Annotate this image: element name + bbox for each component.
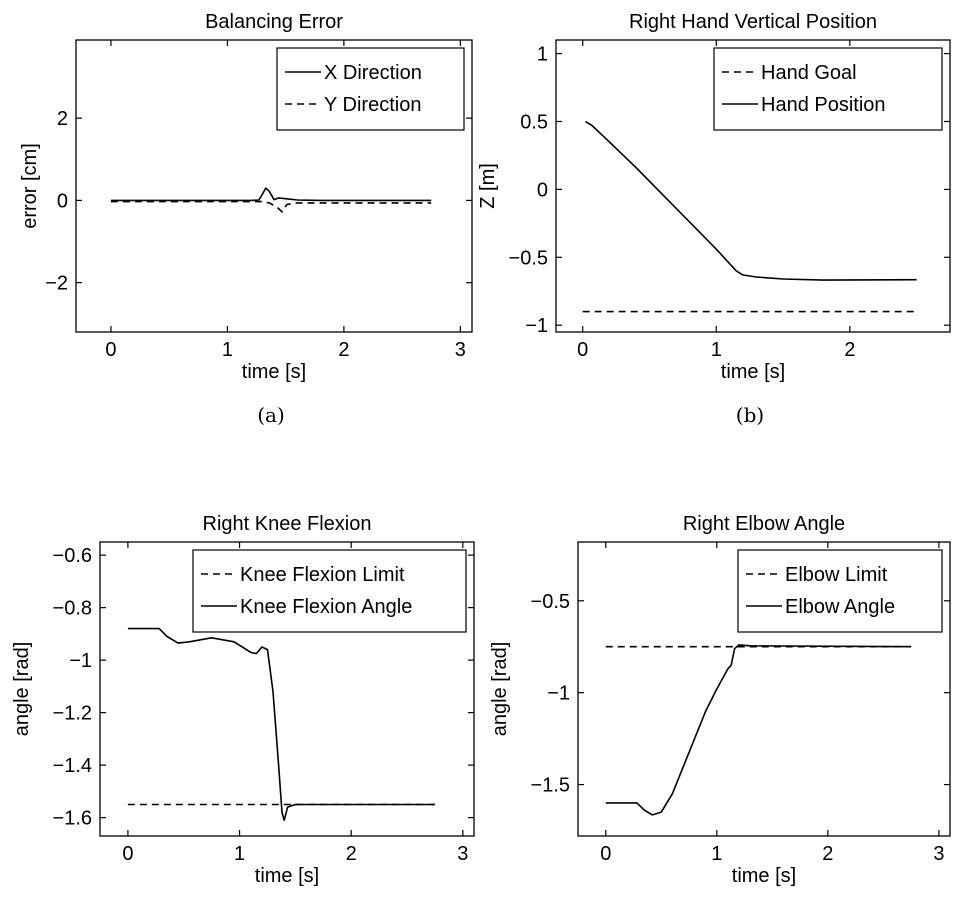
series-line-solid <box>110 187 432 202</box>
legend-label: Hand Goal <box>761 62 857 84</box>
legend: Knee Flexion Limit Knee Flexion Angle <box>192 549 467 633</box>
y-tick-label: −1.6 <box>53 808 92 830</box>
y-tick-label: 1 <box>537 44 548 66</box>
x-tick-label: 2 <box>844 339 855 361</box>
x-tick-label: 0 <box>122 843 133 865</box>
x-tick-label: 1 <box>711 843 722 865</box>
legend: Elbow Limit Elbow Angle <box>737 549 943 633</box>
legend-label: Elbow Angle <box>785 596 895 618</box>
series-line-solid <box>605 644 912 816</box>
x-tick-label: 1 <box>222 339 233 361</box>
x-tick-label: 1 <box>234 843 245 865</box>
y-tick-label: −1 <box>547 683 570 705</box>
y-tick-label: −1 <box>525 315 548 337</box>
y-tick-label: −0.5 <box>509 247 548 269</box>
y-axis-label: angle [rad] <box>489 642 511 737</box>
y-tick-label: −1 <box>69 650 92 672</box>
x-tick-label: 3 <box>455 339 466 361</box>
legend-label: Y Direction <box>324 94 421 116</box>
x-tick-label: 2 <box>346 843 357 865</box>
legend-box <box>192 549 467 633</box>
x-tick-label: 0 <box>600 843 611 865</box>
x-axis-label: time [s] <box>732 865 796 887</box>
legend-box <box>713 47 943 131</box>
y-tick-label: −1.2 <box>53 703 92 725</box>
panel-caption: (b) <box>736 403 764 427</box>
x-tick-label: 3 <box>457 843 468 865</box>
series-line-solid <box>584 120 917 281</box>
chart-title: Right Elbow Angle <box>683 513 845 535</box>
y-tick-label: −1.5 <box>531 775 570 797</box>
legend-label: Knee Flexion Angle <box>240 596 412 618</box>
x-tick-label: 2 <box>338 339 349 361</box>
legend-label: Hand Position <box>761 94 886 116</box>
y-tick-label: 0 <box>57 190 68 212</box>
y-axis-label: Z [m] <box>477 163 499 209</box>
x-axis-label: time [s] <box>721 361 785 383</box>
legend-box <box>276 47 465 131</box>
series-line-dashed <box>110 200 432 213</box>
chart-title: Right Knee Flexion <box>203 513 372 535</box>
y-tick-label: 0.5 <box>520 111 548 133</box>
y-tick-label: −1.4 <box>53 755 92 777</box>
legend-box <box>737 549 943 633</box>
x-axis-label: time [s] <box>255 865 319 887</box>
y-tick-label: −0.5 <box>531 591 570 613</box>
series-line-solid <box>127 627 435 822</box>
chart-title: Balancing Error <box>205 11 343 33</box>
chart-title: Right Hand Vertical Position <box>629 11 877 33</box>
y-tick-label: −0.6 <box>53 545 92 567</box>
y-tick-label: 0 <box>537 179 548 201</box>
y-tick-label: 2 <box>57 108 68 130</box>
x-axis-label: time [s] <box>242 361 306 383</box>
legend: X Direction Y Direction <box>276 47 465 131</box>
x-tick-label: 0 <box>577 339 588 361</box>
x-tick-label: 2 <box>822 843 833 865</box>
legend-label: X Direction <box>324 62 422 84</box>
y-tick-label: −2 <box>45 273 68 295</box>
y-axis-label: angle [rad] <box>11 642 33 737</box>
chart-panel-1: Right Hand Vertical Position 0 1 2 −1 −0.5 0 0.… <box>477 11 951 427</box>
chart-panel-3: Right Elbow Angle 0 1 2 3 −1.5 −1 −0.5 time [s] a… <box>489 513 951 887</box>
legend: Hand Goal Hand Position <box>713 47 943 131</box>
x-tick-label: 1 <box>711 339 722 361</box>
y-tick-label: −0.8 <box>53 598 92 620</box>
x-tick-label: 0 <box>105 339 116 361</box>
legend-label: Elbow Limit <box>785 564 888 586</box>
y-axis-label: error [cm] <box>19 143 41 229</box>
chart-panel-2: Right Knee Flexion 0 1 2 3 −1.6 −1.4 −1.2 −1 −0.8… <box>11 513 475 887</box>
x-tick-label: 3 <box>933 843 944 865</box>
legend-label: Knee Flexion Limit <box>240 564 405 586</box>
chart-panel-0: Balancing Error 0 1 2 3 −2 0 2 time [s] error [cm… <box>19 11 473 427</box>
panel-caption: (a) <box>257 403 285 427</box>
